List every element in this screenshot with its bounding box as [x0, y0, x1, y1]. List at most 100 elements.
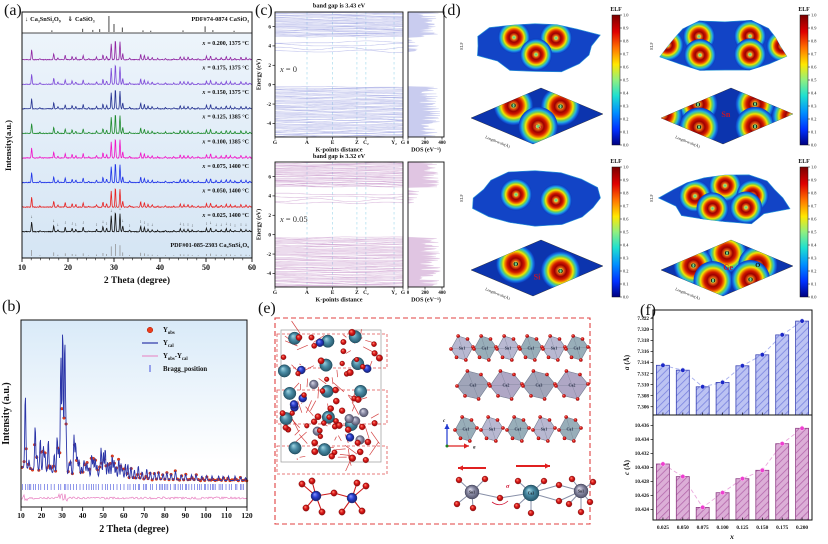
- atom-o: [579, 426, 583, 430]
- kpoint-label: A: [305, 290, 309, 296]
- atom-o: [511, 337, 516, 341]
- colorbar-tick: 0.2: [623, 269, 629, 274]
- shape: [275, 101, 403, 104]
- panel-label-f: (f): [640, 302, 656, 319]
- shape: [274, 172, 403, 174]
- shape: [275, 117, 403, 119]
- y-tick-label: 7.322: [637, 316, 649, 322]
- label-part: = 0.200, 1375 °C: [207, 40, 249, 47]
- site-label: Sn1: [459, 346, 465, 351]
- atom-o: [545, 372, 549, 377]
- atom-o: [280, 354, 287, 360]
- atom-o: [518, 347, 522, 351]
- x-tick-label: 90: [182, 511, 190, 520]
- shape: [317, 386, 320, 399]
- atom-o: [455, 384, 459, 388]
- atom-o: [575, 397, 580, 401]
- shape: [274, 245, 403, 247]
- y-axis-title: Intensity (a.u.): [1, 382, 12, 445]
- label-part: = 0.175, 1375 °C: [207, 65, 249, 72]
- atom-o: [479, 334, 483, 338]
- atom-o: [562, 394, 566, 398]
- label-part: obs: [168, 357, 175, 362]
- shape: [275, 24, 403, 26]
- data-point: [779, 332, 785, 338]
- y-tick-label: 4: [268, 194, 271, 200]
- bar: [735, 365, 750, 416]
- impurity-arrow: ↓: [129, 222, 131, 227]
- colorbar-title: ELF: [610, 7, 622, 13]
- shape: [299, 363, 302, 365]
- atom-o: [521, 384, 525, 388]
- x-tick-label: 0.175: [776, 525, 788, 531]
- atom-o: [512, 372, 516, 377]
- colorbar-tick: 0.1: [811, 130, 817, 135]
- impurity-arrow: ↓: [191, 222, 193, 227]
- atom-o: [362, 482, 370, 490]
- shape: [498, 23, 530, 54]
- y-tick-label: 0: [268, 232, 271, 238]
- shape: [274, 110, 404, 112]
- dos-tick-label: 0: [407, 141, 410, 146]
- atom-o: [310, 418, 318, 425]
- elf-colorbar: [611, 166, 621, 298]
- axis-origin: [445, 444, 449, 448]
- shape: [450, 346, 474, 350]
- y-tick-label: 6: [268, 174, 271, 180]
- shape: [305, 406, 314, 417]
- layer-highlight-box: [276, 445, 388, 475]
- x-tick-label: 80: [161, 511, 169, 520]
- atom-o: [520, 439, 524, 443]
- site-label: Ca2: [503, 383, 510, 388]
- shape: [275, 184, 404, 186]
- cluster-label: Sn1: [469, 491, 475, 495]
- y-tick-label: 7.318: [637, 338, 649, 344]
- x-tick-label: 20: [38, 511, 46, 520]
- atom-o: [475, 426, 479, 430]
- colorbar-tick: 1.0: [623, 13, 629, 18]
- shape: [275, 17, 404, 19]
- shape: [334, 436, 337, 441]
- y-tick-label: 10.430: [635, 465, 650, 471]
- shape: [274, 22, 404, 25]
- data-point: [680, 474, 686, 480]
- atom-o: [338, 407, 346, 414]
- shape: [275, 125, 404, 128]
- shape: [298, 434, 308, 444]
- atom-o: [469, 418, 474, 422]
- x-axis-title: 2 Theta (degree): [104, 275, 170, 286]
- axis-a-label: a: [473, 446, 476, 451]
- shape: [310, 400, 317, 411]
- atom-o: [555, 497, 563, 505]
- colorbar-title: ELF: [798, 7, 810, 13]
- atom-ca: [354, 384, 368, 398]
- colorbar-tick: 0.4: [623, 243, 629, 248]
- atom-o: [354, 396, 362, 403]
- shape: [275, 40, 403, 44]
- shape: [275, 25, 403, 27]
- x-tick-label: 30: [58, 511, 66, 520]
- panel-label-d: (d): [442, 2, 461, 19]
- atom-o: [311, 448, 319, 456]
- elf-colorbar: [799, 14, 809, 146]
- bar: [755, 469, 770, 521]
- shape: [275, 279, 403, 281]
- colorbar-tick: 0.9: [623, 178, 629, 183]
- legend-label: Bragg_position: [163, 366, 207, 373]
- shape: [274, 267, 404, 269]
- shape: [275, 30, 403, 32]
- atom-o: [362, 456, 369, 464]
- shape: [347, 449, 350, 458]
- xrd-trace-label: x = 0.200, 1375 °C: [201, 40, 249, 47]
- colorbar-tick: 0.6: [811, 217, 817, 222]
- colorbar-tick: 0.7: [811, 204, 817, 209]
- label-part: x: [201, 66, 205, 72]
- atom-o: [533, 358, 537, 362]
- atom-o: [502, 334, 506, 338]
- shape: [274, 260, 404, 263]
- site-label: Ca3: [470, 383, 477, 388]
- impurity-arrow: ↓: [82, 220, 84, 225]
- atom-o: [538, 415, 542, 419]
- atom-o: [449, 347, 453, 351]
